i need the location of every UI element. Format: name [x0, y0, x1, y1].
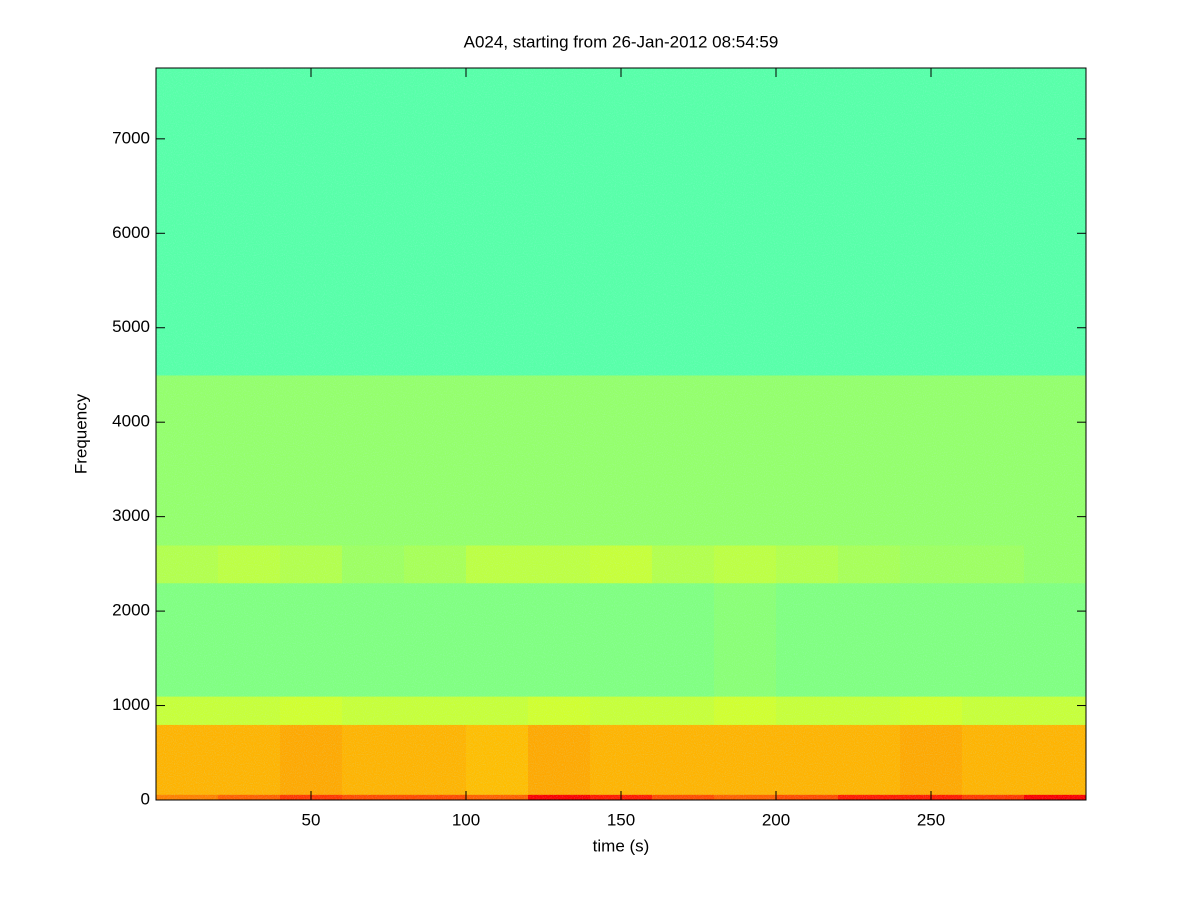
y-tick-label: 3000 [112, 506, 150, 525]
x-tick-label: 150 [607, 810, 635, 829]
x-tick-label: 50 [302, 810, 321, 829]
y-axis-label: Frequency [71, 393, 90, 474]
y-tick-label: 5000 [112, 317, 150, 336]
noise-texture [156, 68, 1086, 800]
y-tick-label: 7000 [112, 128, 150, 147]
x-tick-label: 250 [917, 810, 945, 829]
x-tick-label: 100 [452, 810, 480, 829]
x-axis-label: time (s) [593, 836, 650, 855]
x-tick-label: 200 [762, 810, 790, 829]
chart-title: A024, starting from 26-Jan-2012 08:54:59 [464, 32, 779, 51]
y-tick-label: 0 [141, 789, 150, 808]
y-tick-label: 2000 [112, 601, 150, 620]
y-tick-label: 4000 [112, 412, 150, 431]
y-tick-label: 6000 [112, 223, 150, 242]
y-tick-label: 1000 [112, 695, 150, 714]
